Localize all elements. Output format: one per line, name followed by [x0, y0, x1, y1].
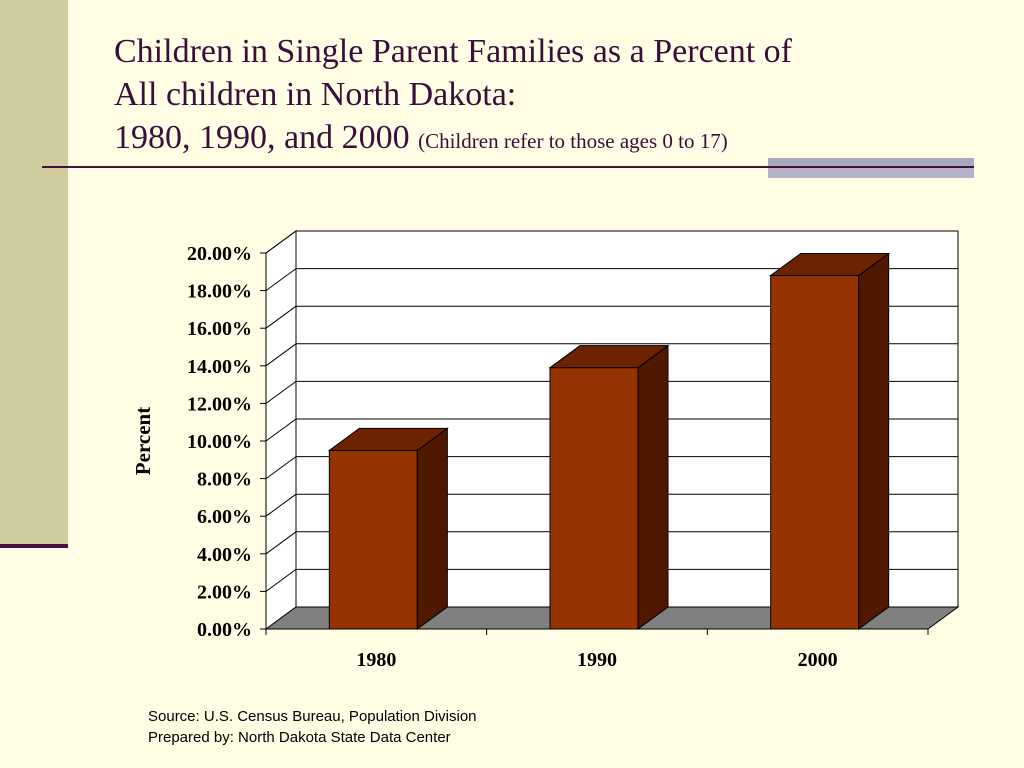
bar-1980-top — [327, 427, 449, 451]
bar-1990-side — [637, 344, 669, 630]
bar-1990-top — [548, 345, 670, 369]
source-line-2: Prepared by: North Dakota State Data Cen… — [148, 729, 451, 746]
bar-2000-front — [770, 275, 860, 630]
y-tick-label: 18.00% — [187, 281, 252, 303]
chart-bars — [327, 252, 891, 630]
bar-2000-top — [769, 253, 891, 277]
title-accent-block — [768, 158, 974, 179]
accent-stripe-top — [768, 158, 974, 166]
bar-chart: 0.00% 2.00% 4.00% 6.00% 8.00% 10.00% 12.00% 14.… — [131, 230, 960, 671]
y-tick-label: 14.00% — [187, 356, 252, 378]
y-tick-label: 12.00% — [187, 393, 252, 415]
bar-2000-side — [858, 252, 890, 630]
gridline-side — [265, 531, 297, 555]
bar-1980-side — [416, 427, 448, 630]
gridline-side — [265, 305, 297, 329]
source-note: Source: U.S. Census Bureau, Population D… — [148, 706, 477, 748]
y-tick-label: 2.00% — [197, 581, 252, 603]
y-tick-label: 8.00% — [197, 469, 252, 491]
x-tick-label: 1990 — [577, 649, 617, 671]
title-years: 1980, 1990, and 2000 — [114, 119, 410, 156]
gridline-side — [265, 230, 297, 254]
bar-1990-front — [549, 367, 639, 630]
title-underline — [42, 166, 974, 168]
gridline-side — [265, 380, 297, 404]
y-tick-label: 20.00% — [187, 243, 252, 265]
x-axis: 1980 1990 2000 — [265, 629, 929, 671]
gridline-side — [265, 456, 297, 480]
y-axis: 0.00% 2.00% 4.00% 6.00% 8.00% 10.00% 12.00% 14.… — [187, 243, 267, 641]
y-tick-label: 0.00% — [197, 619, 252, 641]
gridline-side — [265, 493, 297, 517]
source-line-1: Source: U.S. Census Bureau, Population D… — [148, 708, 477, 725]
y-tick-label: 10.00% — [187, 431, 252, 453]
title-line-1: Children in Single Parent Families as a … — [114, 33, 792, 70]
title-line-2: All children in North Dakota: — [114, 76, 517, 113]
y-axis-label: Percent — [131, 407, 155, 475]
gridline-side — [265, 418, 297, 442]
y-tick-label: 6.00% — [197, 506, 252, 528]
title-line-3: 1980, 1990, and 2000 (Children refer to … — [114, 116, 974, 163]
slide-title: Children in Single Parent Families as a … — [114, 30, 974, 163]
gridline-side — [265, 568, 297, 592]
x-tick-label: 1980 — [356, 649, 396, 671]
slide-subtitle: (Children refer to those ages 0 to 17) — [418, 129, 728, 153]
sidebar-decoration — [0, 0, 68, 545]
sidebar-rule — [0, 544, 68, 548]
bar-1980-front — [328, 449, 418, 630]
x-tick-label: 2000 — [798, 649, 838, 671]
y-tick-label: 16.00% — [187, 318, 252, 340]
y-tick-label: 4.00% — [197, 544, 252, 566]
gridline-side — [265, 343, 297, 367]
accent-stripe-bottom — [768, 168, 974, 178]
gridline-side — [265, 268, 297, 292]
